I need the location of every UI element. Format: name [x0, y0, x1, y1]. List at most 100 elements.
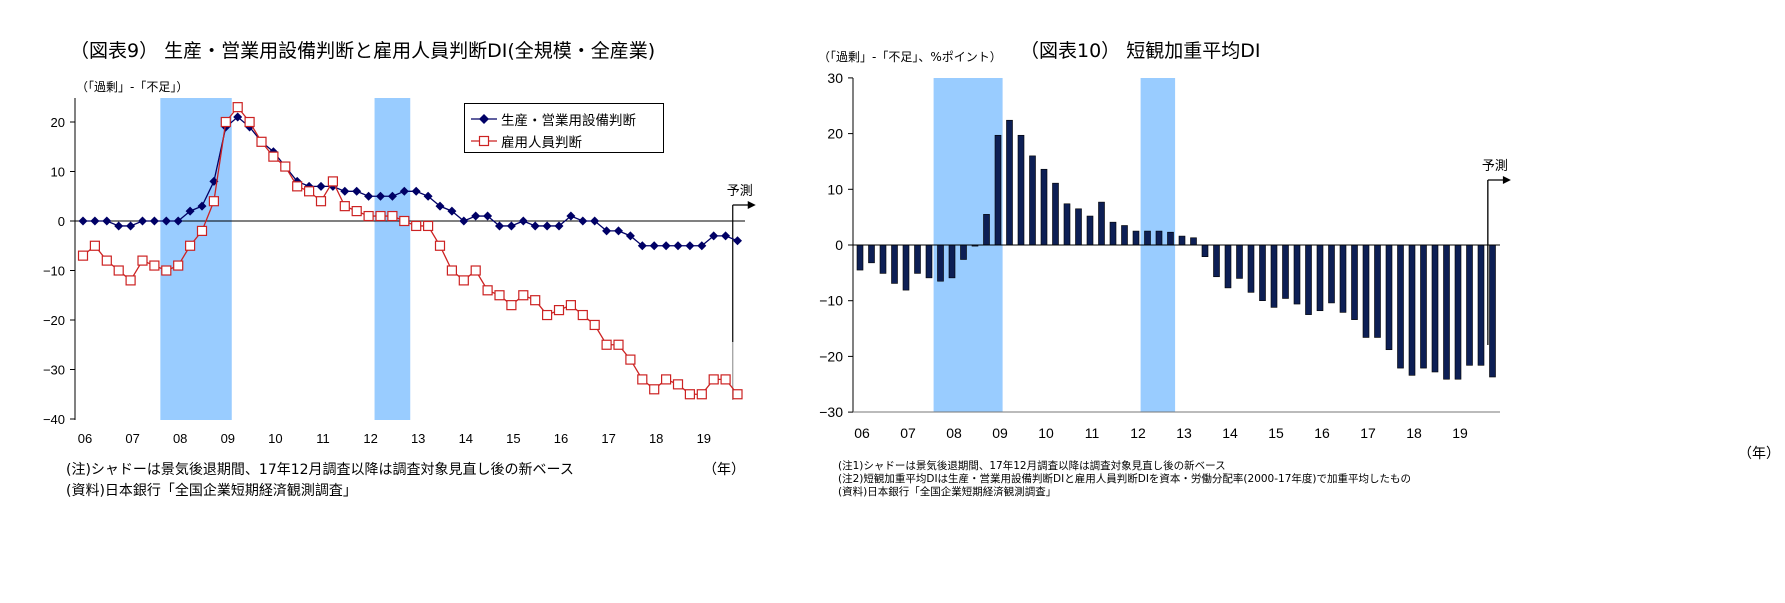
data-point-employment [720, 374, 731, 385]
data-point-employment [649, 384, 660, 395]
bar [1190, 237, 1197, 246]
x-tick-label: 11 [316, 431, 330, 446]
data-point-equipment [518, 216, 528, 226]
bar [1339, 244, 1347, 313]
data-point-employment [506, 300, 517, 311]
legend-label-equipment: 生産・営業用設備判断 [501, 113, 636, 129]
data-point-employment [494, 290, 505, 301]
bar [1029, 155, 1036, 246]
bar [902, 244, 910, 291]
x-tick-label: 16 [1314, 425, 1330, 441]
data-point-equipment [554, 221, 564, 231]
x-tick-label: 13 [411, 431, 425, 446]
data-point-employment [327, 176, 338, 187]
data-point-employment [351, 206, 362, 217]
forecast-arrow-icon [1502, 176, 1511, 184]
bar [1109, 221, 1117, 246]
x-tick-label: 06 [854, 425, 870, 441]
bar [868, 244, 875, 264]
bar [856, 244, 864, 271]
y-tick-label: −30 [819, 404, 843, 420]
bar [1132, 230, 1140, 246]
bar [1155, 230, 1163, 246]
y-tick-label: 0 [58, 214, 65, 229]
data-point-employment [125, 275, 136, 286]
data-point-employment [208, 196, 219, 207]
data-point-equipment [709, 231, 719, 241]
bar [1305, 244, 1312, 315]
data-point-employment [77, 250, 89, 261]
bar [1017, 134, 1025, 246]
bar [1086, 215, 1094, 246]
bar [914, 244, 921, 274]
data-point-equipment [340, 186, 350, 196]
data-point-equipment [197, 201, 207, 211]
bar [1213, 244, 1220, 278]
data-point-equipment [637, 241, 647, 251]
data-point-employment [708, 374, 719, 385]
x-tick-label: 15 [506, 431, 520, 446]
bar [1121, 225, 1128, 246]
y-tick-label: −20 [819, 348, 843, 364]
data-point-equipment [483, 211, 493, 221]
bar [1224, 244, 1232, 289]
bar [1201, 244, 1209, 257]
chart9-note-2: (資料)日本銀行「全国企業短期経済観測調査」 [66, 483, 357, 499]
bar [1316, 244, 1324, 312]
data-point-equipment [316, 181, 326, 191]
data-point-employment [601, 339, 612, 350]
bar [1328, 244, 1335, 304]
data-point-employment [315, 196, 327, 207]
chart10-title: （図表10） 短観加重平均DI [1020, 40, 1261, 62]
x-tick-label: 08 [173, 431, 187, 446]
data-point-equipment [471, 211, 481, 221]
data-point-employment [244, 116, 255, 128]
recession-shade [374, 98, 411, 420]
data-point-employment [256, 136, 267, 147]
data-point-employment [518, 290, 529, 301]
bar [1443, 244, 1450, 380]
bar [983, 214, 990, 246]
x-tick-label: 17 [1360, 425, 1376, 441]
x-tick-label: 16 [554, 431, 568, 446]
data-point-equipment [649, 241, 659, 251]
x-tick-label: 19 [697, 431, 711, 446]
data-point-employment [161, 265, 172, 276]
data-point-employment [660, 374, 672, 385]
y-tick-label: −10 [43, 264, 65, 279]
data-point-employment [446, 265, 457, 276]
bar [1098, 201, 1105, 246]
data-point-employment [375, 210, 386, 222]
data-point-equipment [661, 241, 671, 251]
data-point-employment [589, 319, 600, 331]
bar [1052, 182, 1059, 246]
bar [994, 134, 1002, 246]
data-point-employment [470, 265, 481, 276]
bar [1236, 244, 1243, 279]
data-point-equipment [506, 221, 516, 231]
data-point-employment [363, 210, 374, 222]
data-point-employment [732, 389, 743, 400]
data-point-equipment [447, 206, 457, 216]
data-point-equipment [459, 216, 469, 226]
data-point-employment [339, 201, 350, 212]
x-tick-label: 13 [1176, 425, 1192, 441]
forecast-label: 予測 [727, 184, 753, 199]
x-tick-label: 07 [900, 425, 916, 441]
bar [1144, 230, 1151, 246]
bar [1466, 244, 1473, 366]
chart10-note-1: (注1)シャドーは景気後退期間、17年12月調査以降は調査対象見直し後の新ベース [838, 460, 1226, 472]
data-point-equipment [602, 226, 612, 236]
data-point-equipment [590, 216, 600, 226]
data-point-employment [482, 285, 493, 296]
data-point-equipment [376, 191, 385, 201]
x-tick-label: 09 [992, 425, 1008, 441]
data-point-employment [530, 295, 541, 306]
data-point-equipment [578, 216, 588, 226]
bar [1167, 231, 1174, 246]
x-tick-label: 08 [946, 425, 962, 441]
bar [891, 244, 898, 284]
bar [1385, 244, 1393, 351]
bar [1247, 244, 1255, 293]
chart9-xlabel: （年） [703, 462, 745, 478]
